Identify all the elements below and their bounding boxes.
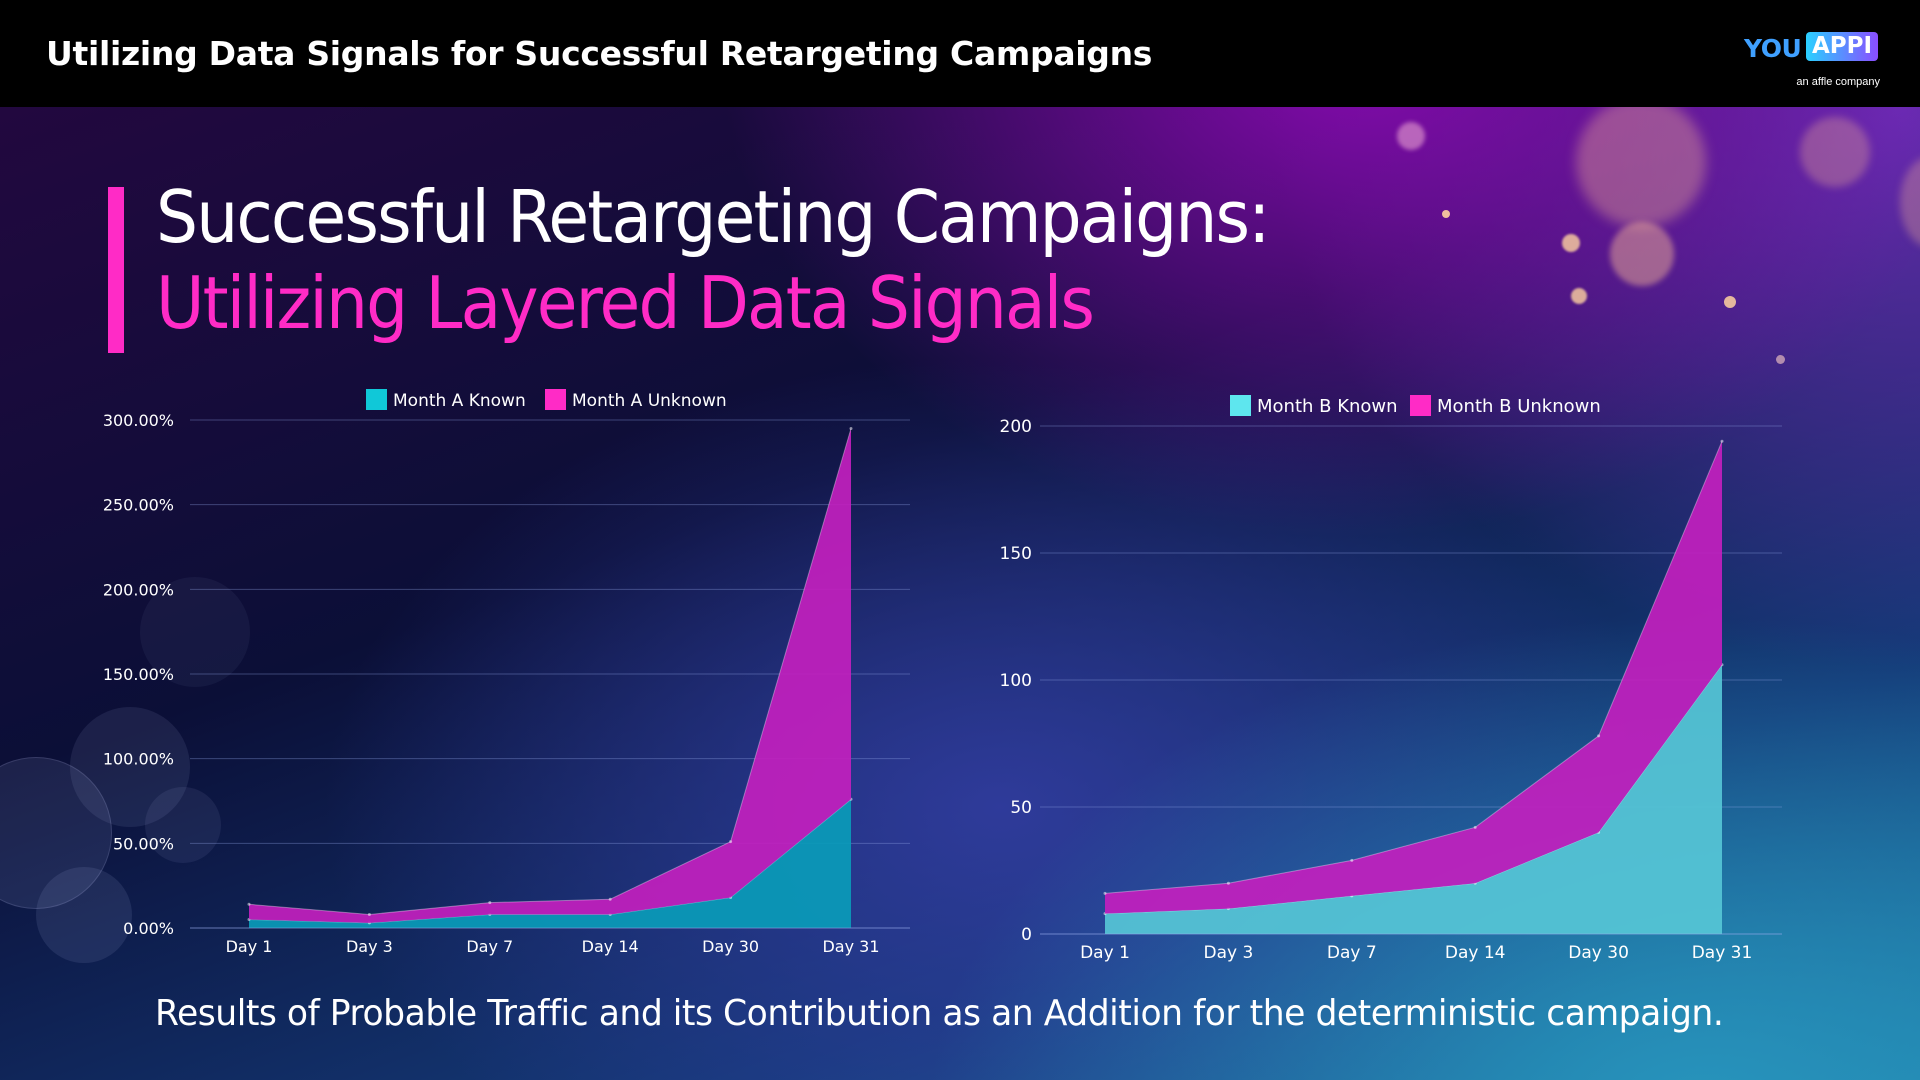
series-line	[248, 428, 852, 915]
data-point	[1473, 825, 1477, 829]
logo-you: YOU	[1744, 34, 1802, 63]
series-area-month-b-unknown	[1105, 441, 1722, 914]
slide-subtitle: Utilizing Layered Data Signals	[156, 261, 1095, 345]
legend-label: Month B Known	[1257, 396, 1398, 417]
legend-label: Month A Known	[393, 391, 526, 411]
data-point	[488, 901, 492, 905]
x-tick-label: Day 30	[1568, 943, 1629, 963]
x-tick-label: Day 14	[582, 937, 639, 956]
slide-title: Successful Retargeting Campaigns:	[156, 175, 1270, 259]
logo-tagline: an affle company	[1796, 76, 1880, 88]
title-accent-bar	[108, 187, 124, 353]
data-point	[1226, 881, 1230, 885]
x-tick-label: Day 1	[226, 937, 273, 956]
legend-swatch	[1410, 395, 1431, 416]
youappi-logo: YOU APPI an affle company	[1744, 30, 1880, 90]
series-area-month-a-unknown	[249, 428, 851, 923]
y-tick-label: 150.00%	[103, 665, 174, 684]
legend-swatch	[545, 389, 566, 410]
y-tick-label: 0	[1021, 925, 1032, 945]
legend-label: Month B Unknown	[1437, 396, 1601, 417]
y-tick-label: 50.00%	[113, 834, 174, 853]
header-title: Utilizing Data Signals for Successful Re…	[46, 34, 1153, 73]
y-tick-label: 300.00%	[103, 411, 174, 430]
data-point	[1350, 858, 1354, 862]
data-point	[608, 897, 612, 901]
x-tick-label: Day 1	[1080, 943, 1130, 963]
month-a-chart: 0.00% 50.00% 100.00% 150.00% 200.00% 250.00% 3…	[103, 389, 910, 956]
month-b-chart: 0 50 100 150 200 Day 1 Day 3 Day 7 Day 14 Day 30 D…	[1000, 395, 1782, 963]
legend-label: Month A Unknown	[572, 391, 727, 411]
data-point	[247, 902, 251, 906]
data-point	[729, 840, 733, 844]
data-point	[849, 426, 853, 430]
logo-appi: APPI	[1806, 32, 1879, 61]
y-tick-label: 100	[1000, 671, 1032, 691]
x-tick-label: Day 7	[466, 937, 513, 956]
x-tick-label: Day 14	[1445, 943, 1506, 963]
y-tick-label: 200.00%	[103, 580, 174, 599]
series-line	[1104, 441, 1723, 894]
data-point	[1597, 734, 1601, 738]
x-tick-label: Day 31	[822, 937, 879, 956]
header-bar: Utilizing Data Signals for Successful Re…	[0, 0, 1920, 107]
series-area-month-b-known	[1105, 664, 1722, 934]
x-tick-label: Day 3	[346, 937, 393, 956]
y-tick-label: 50	[1010, 798, 1032, 818]
slide-caption: Results of Probable Traffic and its Cont…	[155, 993, 1724, 1034]
y-tick-label: 0.00%	[123, 919, 174, 938]
y-tick-label: 100.00%	[103, 750, 174, 769]
data-point	[1103, 891, 1107, 895]
x-tick-label: Day 7	[1327, 943, 1377, 963]
x-tick-label: Day 30	[702, 937, 759, 956]
x-tick-label: Day 31	[1692, 943, 1753, 963]
data-point	[1720, 439, 1724, 443]
legend-swatch	[1230, 395, 1251, 416]
y-tick-label: 150	[1000, 544, 1032, 564]
y-tick-label: 250.00%	[103, 496, 174, 515]
series-area-month-a-known	[249, 799, 851, 928]
y-tick-label: 200	[1000, 417, 1032, 437]
legend-swatch	[366, 389, 387, 410]
x-tick-label: Day 3	[1204, 943, 1254, 963]
data-point	[367, 912, 371, 916]
